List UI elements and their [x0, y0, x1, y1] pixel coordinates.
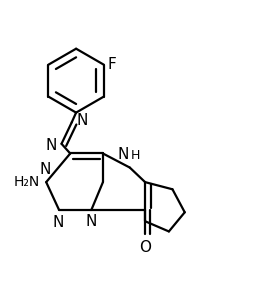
Text: H: H [131, 149, 140, 162]
Text: N: N [86, 214, 97, 229]
Text: N: N [45, 138, 57, 153]
Text: N: N [52, 215, 63, 230]
Text: H₂N: H₂N [14, 175, 40, 189]
Text: N: N [39, 161, 51, 177]
Text: F: F [108, 57, 116, 72]
Text: N: N [76, 113, 88, 128]
Text: O: O [139, 240, 151, 255]
Text: N: N [117, 147, 128, 162]
